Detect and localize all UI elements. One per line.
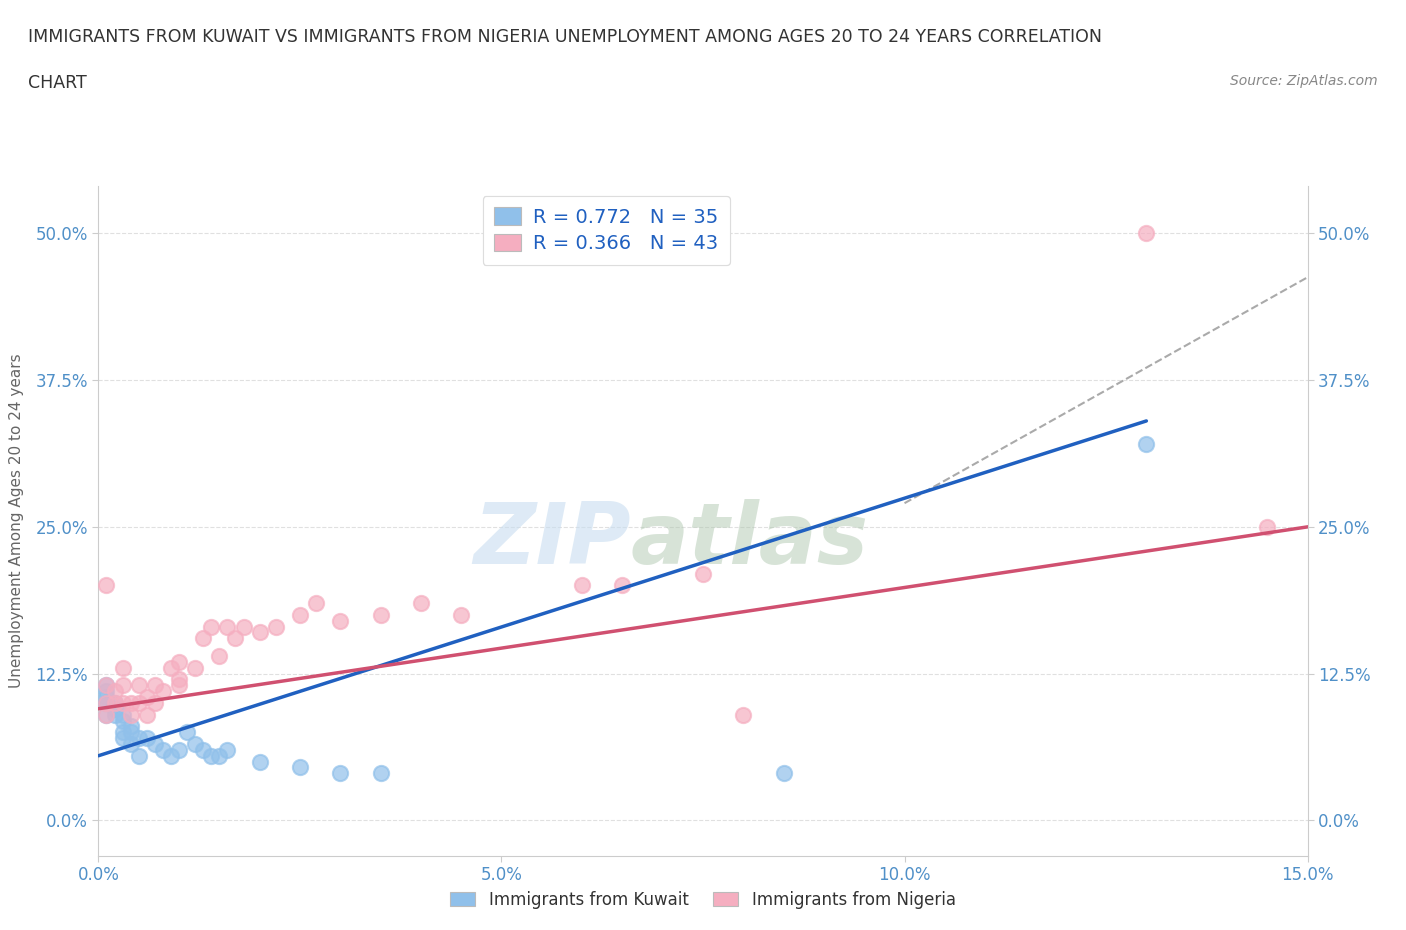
Point (96, 696, 118, 711)
Point (249, 625, 271, 640)
Point (135, 707, 157, 722)
Point (152, 684, 174, 698)
Point (120, 707, 142, 722)
Point (111, 660, 134, 675)
Legend: R = 0.772   N = 35, R = 0.366   N = 43: R = 0.772 N = 35, R = 0.366 N = 43 (482, 195, 730, 264)
Text: atlas: atlas (630, 499, 869, 582)
Text: CHART: CHART (28, 74, 87, 92)
Point (103, 707, 125, 722)
Point (329, 766, 352, 781)
Point (96, 684, 118, 698)
Point (128, 731, 150, 746)
Point (96, 689, 118, 704)
Text: ZIP: ZIP (472, 499, 630, 582)
Text: Source: ZipAtlas.com: Source: ZipAtlas.com (1230, 74, 1378, 88)
Point (1256, 519, 1278, 534)
Point (1135, 226, 1157, 241)
Point (167, 672, 190, 687)
Point (120, 737, 142, 751)
Point (264, 619, 287, 634)
Point (772, 766, 794, 781)
Point (692, 566, 714, 581)
Point (120, 724, 142, 739)
Text: IMMIGRANTS FROM KUWAIT VS IMMIGRANTS FROM NIGERIA UNEMPLOYMENT AMONG AGES 20 TO : IMMIGRANTS FROM KUWAIT VS IMMIGRANTS FRO… (28, 28, 1102, 46)
Point (96, 696, 118, 711)
Point (184, 660, 207, 675)
Point (208, 749, 231, 764)
Point (370, 607, 392, 622)
Point (103, 696, 125, 711)
Point (128, 696, 150, 711)
Point (111, 724, 134, 739)
Point (103, 684, 125, 698)
Point (103, 701, 125, 716)
Point (135, 731, 157, 746)
Point (571, 578, 593, 592)
Point (176, 724, 198, 739)
Point (111, 713, 134, 728)
Point (167, 678, 190, 693)
Point (96, 696, 118, 711)
Point (329, 613, 352, 628)
Point (96, 678, 118, 693)
Point (120, 696, 142, 711)
Point (152, 742, 174, 757)
Legend: Immigrants from Kuwait, Immigrants from Nigeria: Immigrants from Kuwait, Immigrants from … (441, 883, 965, 917)
Point (111, 696, 134, 711)
Point (111, 678, 134, 693)
Point (111, 707, 134, 722)
Point (224, 631, 246, 645)
Point (135, 689, 157, 704)
Point (160, 660, 183, 675)
Point (128, 749, 150, 764)
Point (96, 678, 118, 693)
Point (111, 731, 134, 746)
Point (143, 678, 166, 693)
Point (96, 578, 118, 592)
Point (167, 742, 190, 757)
Point (1135, 437, 1157, 452)
Point (217, 742, 239, 757)
Point (288, 760, 311, 775)
Point (305, 595, 328, 610)
Point (193, 631, 215, 645)
Point (128, 678, 150, 693)
Point (193, 742, 215, 757)
Point (370, 766, 392, 781)
Point (208, 648, 231, 663)
Point (200, 619, 222, 634)
Point (143, 696, 166, 711)
Point (409, 595, 432, 610)
Point (103, 696, 125, 711)
Point (232, 619, 254, 634)
Point (288, 607, 311, 622)
Point (167, 655, 190, 670)
Point (96, 707, 118, 722)
Point (120, 719, 142, 734)
Point (143, 737, 166, 751)
Point (184, 737, 207, 751)
Point (200, 749, 222, 764)
Point (612, 578, 634, 592)
Point (217, 619, 239, 634)
Y-axis label: Unemployment Among Ages 20 to 24 years: Unemployment Among Ages 20 to 24 years (10, 353, 24, 688)
Point (733, 707, 755, 722)
Point (96, 707, 118, 722)
Point (450, 607, 472, 622)
Point (249, 754, 271, 769)
Point (160, 749, 183, 764)
